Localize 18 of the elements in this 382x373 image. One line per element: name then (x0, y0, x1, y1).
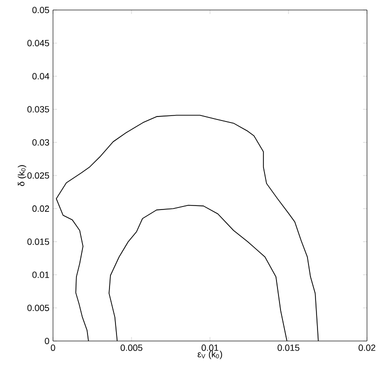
x-tick-label: 0.015 (278, 344, 300, 351)
y-tick-label: 0.03 (32, 139, 50, 146)
y-tick-label: 0.05 (32, 6, 50, 14)
y-tick-label: 0.02 (32, 205, 50, 212)
y-tick-label: 0.035 (27, 106, 50, 112)
y-tick-label: 0.025 (27, 172, 50, 179)
x-tick-label: 0.01 (202, 344, 218, 351)
x-tick-label: 0.005 (120, 344, 142, 351)
x-axis-title: ε$_{V}$ (k$_{0}$) (198, 350, 222, 360)
x-tick-label: 0.02 (358, 344, 376, 351)
y-tick-label: 0.015 (27, 238, 50, 245)
x-tick-label: 0 (50, 344, 56, 351)
y-tick-label: 0 (44, 338, 50, 344)
y-tick-label: 0.04 (32, 73, 50, 80)
y-tick-label: 0.005 (27, 304, 50, 312)
y-tick-label: 0.01 (32, 272, 50, 278)
y-tick-label: 0.045 (27, 40, 50, 46)
y-axis-title: δ (k$_{0}$) (18, 165, 26, 186)
